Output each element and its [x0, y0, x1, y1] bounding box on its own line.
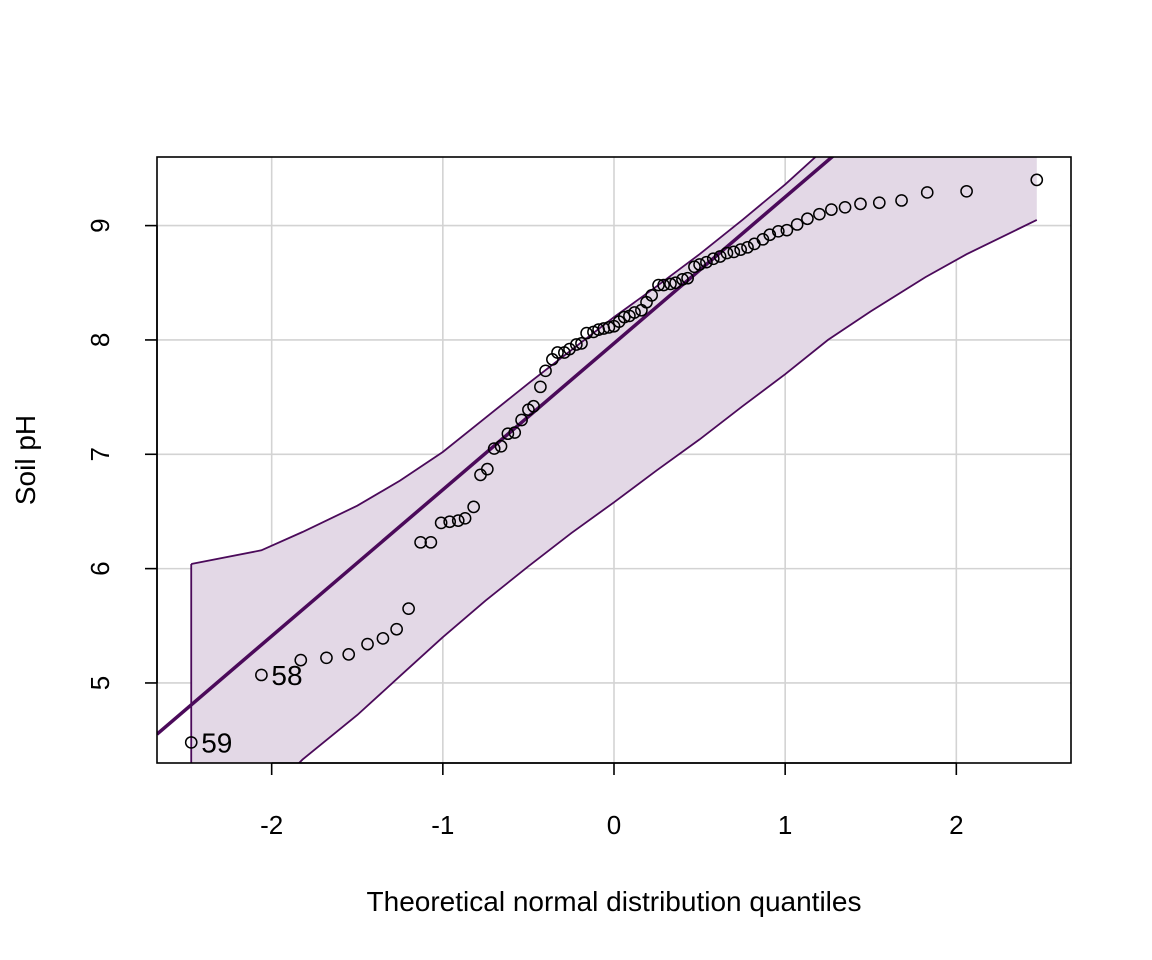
- data-point: [664, 277, 677, 291]
- y-tick-label: 8: [85, 333, 115, 347]
- data-point: [763, 228, 777, 242]
- reference-line: [157, 157, 835, 736]
- data-point: [487, 442, 501, 455]
- y-axis: 5 6 7 8 9: [85, 218, 158, 690]
- data-point: [342, 648, 356, 661]
- data-point: [920, 186, 934, 199]
- data-point: [813, 207, 826, 221]
- data-point: [424, 535, 438, 549]
- data-point: [451, 514, 465, 527]
- x-axis-title: Theoretical normal distribution quantile…: [367, 886, 862, 917]
- data-point: [563, 342, 576, 356]
- data-point: [854, 197, 867, 211]
- data-point: [434, 516, 448, 530]
- y-tick-label: 9: [85, 218, 115, 232]
- data-point: [801, 212, 814, 226]
- data-point: [628, 306, 641, 319]
- data-point: [294, 653, 308, 667]
- data-point: [713, 250, 727, 263]
- data-point: [569, 338, 583, 351]
- confidence-band-upper: [191, 157, 817, 565]
- y-tick-label: 7: [85, 447, 115, 461]
- data-point: [652, 278, 665, 292]
- data-point: [501, 427, 515, 441]
- data-point: [402, 602, 415, 615]
- data-point: [508, 426, 522, 439]
- reference-line-group: [157, 157, 835, 736]
- data-point: [443, 515, 457, 529]
- data-point: [825, 203, 838, 216]
- x-axis: -2 -1 0 1 2: [260, 762, 964, 840]
- data-point: [1030, 173, 1044, 187]
- confidence-band: [191, 157, 1037, 763]
- x-tick-label: 2: [949, 810, 963, 840]
- data-point: [390, 622, 403, 636]
- data-point: [693, 258, 706, 271]
- data-point: [534, 380, 547, 394]
- data-point: [771, 224, 785, 238]
- data-point: [960, 184, 973, 198]
- data-point: [551, 346, 564, 359]
- data-point: [676, 272, 689, 286]
- data-point: [790, 218, 804, 231]
- point-labels: 59 58: [201, 660, 302, 758]
- data-point: [669, 276, 682, 290]
- data-point: [734, 243, 748, 256]
- data-point: [376, 632, 390, 645]
- data-point: [617, 310, 631, 324]
- data-point: [575, 337, 588, 350]
- data-point: [467, 500, 480, 514]
- data-point: [184, 736, 198, 749]
- data-point: [706, 252, 720, 266]
- data-point: [681, 271, 694, 285]
- data-point: [255, 668, 268, 682]
- data-point: [872, 196, 886, 210]
- data-point: [361, 637, 374, 651]
- confidence-band-lower: [297, 219, 1038, 763]
- data-point: [539, 364, 552, 378]
- data-point: [527, 399, 540, 413]
- data-point: [720, 246, 734, 260]
- point-label-58: 58: [271, 660, 302, 691]
- confidence-band-group: [190, 157, 1038, 763]
- data-point: [895, 194, 908, 207]
- x-tick-label: -2: [260, 810, 283, 840]
- data-point: [458, 511, 472, 525]
- data-point: [780, 223, 794, 237]
- x-tick-label: 1: [778, 810, 792, 840]
- point-label-59: 59: [201, 727, 232, 758]
- data-point: [494, 439, 508, 453]
- data-point: [700, 255, 713, 269]
- data-point: [657, 278, 670, 292]
- data-point: [741, 240, 754, 254]
- data-point: [756, 232, 770, 246]
- data-point: [515, 413, 528, 427]
- y-tick-label: 5: [85, 676, 115, 690]
- data-point: [414, 535, 427, 549]
- y-axis-title: Soil pH: [10, 415, 41, 505]
- data-point: [320, 651, 333, 665]
- data-point: [727, 245, 741, 259]
- data-point: [838, 200, 852, 214]
- data-points: [184, 173, 1044, 749]
- y-tick-label: 6: [85, 561, 115, 575]
- x-tick-label: 0: [607, 810, 621, 840]
- data-point: [645, 289, 659, 302]
- data-point: [480, 462, 494, 476]
- data-point: [580, 326, 593, 340]
- data-point: [602, 321, 616, 334]
- x-tick-label: -1: [431, 810, 454, 840]
